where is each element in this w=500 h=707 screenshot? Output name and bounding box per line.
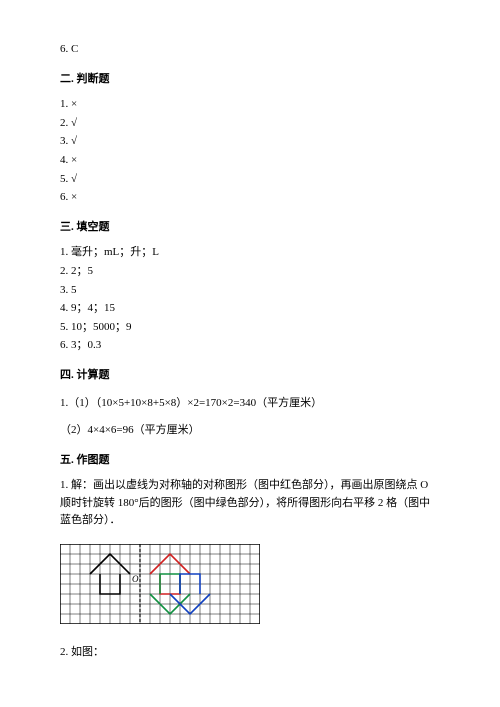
judge-item: 5. √ — [60, 171, 440, 189]
judge-item: 3. √ — [60, 133, 440, 151]
fill-item: 6. 3；0.3 — [60, 337, 440, 355]
section-draw-title: 五. 作图题 — [60, 452, 440, 470]
draw-text: 1. 解：画出以虚线为对称轴的对称图形（图中红色部分），再画出原图绕点 O 顺时… — [60, 477, 440, 530]
calc-line-2: （2）4×4×6=96（平方厘米） — [60, 422, 440, 440]
grid-figure: O — [60, 544, 440, 624]
section-judge-title: 二. 判断题 — [60, 71, 440, 89]
svg-text:O: O — [132, 574, 139, 584]
fill-item: 2. 2；5 — [60, 263, 440, 281]
answer-6c: 6. C — [60, 41, 440, 59]
section-calc-title: 四. 计算题 — [60, 367, 440, 385]
judge-item: 2. √ — [60, 115, 440, 133]
fill-item: 3. 5 — [60, 282, 440, 300]
section-fill-title: 三. 填空题 — [60, 219, 440, 237]
fill-item: 4. 9；4；15 — [60, 300, 440, 318]
fill-item: 5. 10；5000；9 — [60, 319, 440, 337]
draw-item-2: 2. 如图： — [60, 644, 440, 662]
judge-item: 4. × — [60, 152, 440, 170]
calc-line-1: 1.（1）（10×5+10×8+5×8）×2=170×2=340（平方厘米） — [60, 395, 440, 413]
judge-item: 1. × — [60, 96, 440, 114]
judge-item: 6. × — [60, 189, 440, 207]
fill-item: 1. 毫升；mL；升；L — [60, 244, 440, 262]
